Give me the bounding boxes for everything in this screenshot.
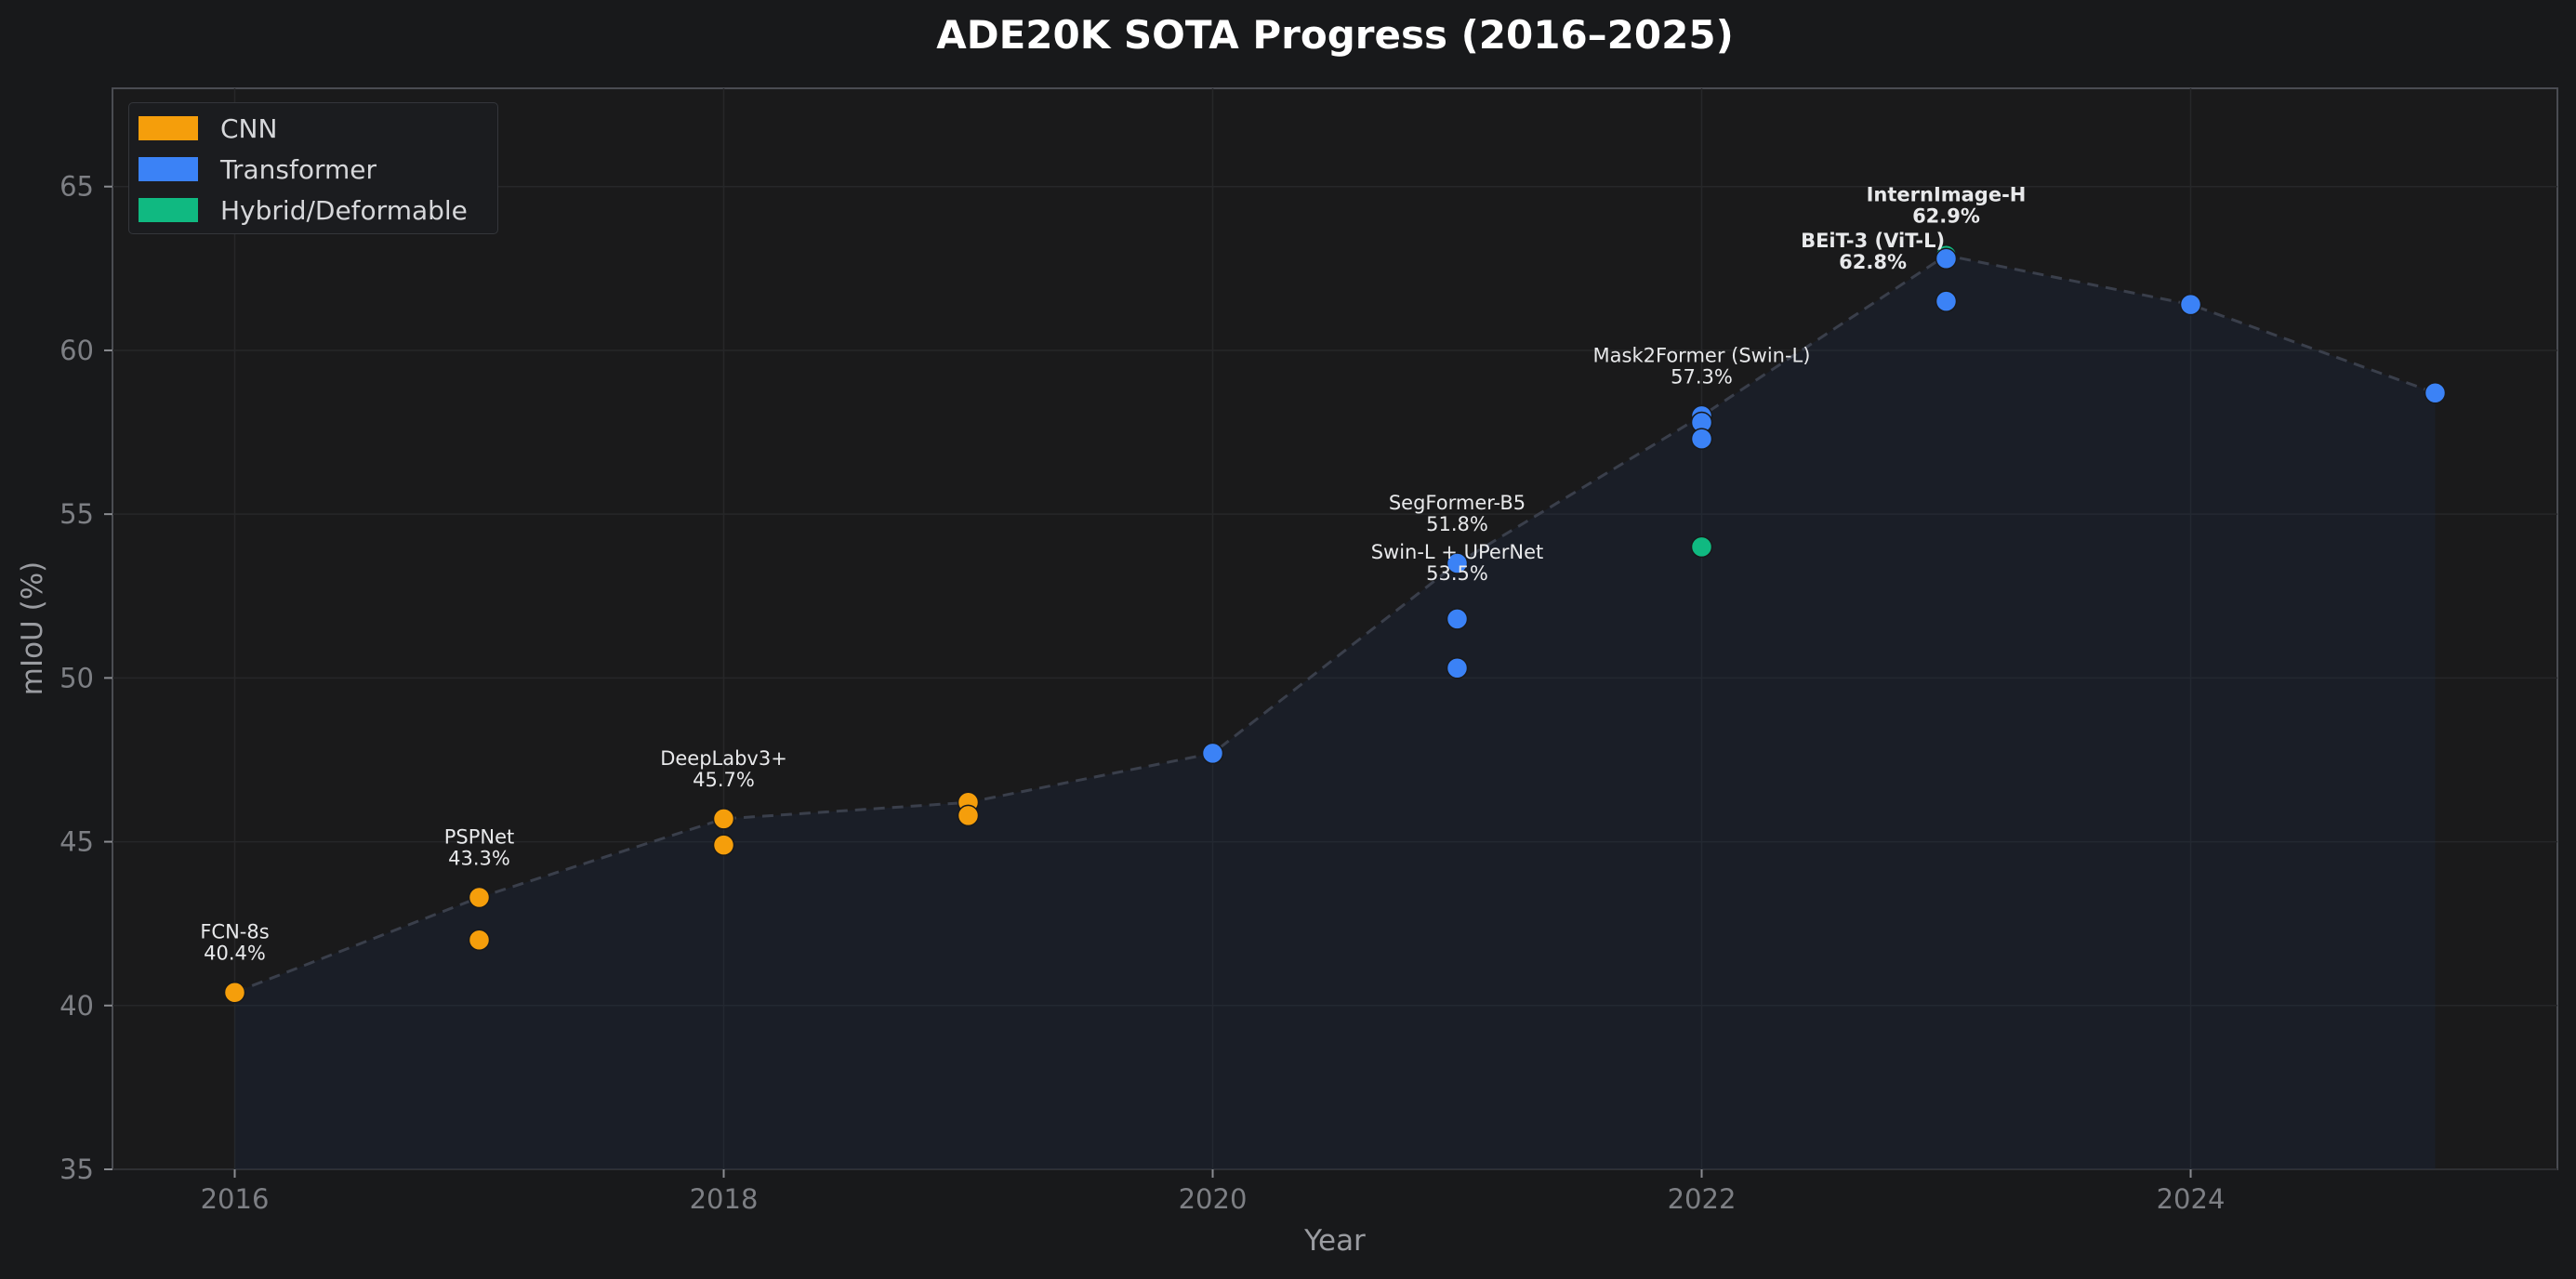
axis-ticks: 2016 2018 2020 2022 2024 35 40 45 50 55 60 65 <box>59 171 2225 1215</box>
plot-area <box>112 87 2558 1170</box>
legend: CNN Transformer Hybrid/Deformable <box>128 102 498 234</box>
annotation-value: 57.3% <box>1671 365 1733 388</box>
y-tick-label: 35 <box>59 1154 94 1185</box>
point-transformer <box>1935 247 1958 270</box>
legend-item-cnn: CNN <box>139 112 278 144</box>
point-transformer <box>1935 290 1958 312</box>
annotation-value: 43.3% <box>448 847 510 869</box>
annotation-model-name: BEiT-3 (ViT-L) <box>1801 230 1945 252</box>
sota-area-fill <box>234 255 2436 1170</box>
y-tick-label: 40 <box>59 990 94 1022</box>
legend-swatch-cnn <box>139 116 198 140</box>
data-points <box>223 244 2447 1004</box>
point-transformer <box>1446 608 1469 630</box>
point-transformer <box>1446 552 1469 574</box>
x-tick-label: 2024 <box>2157 1183 2226 1215</box>
annotation-value: 40.4% <box>204 943 266 965</box>
annotation-label: DeepLabv3+ 45.7% <box>660 747 787 791</box>
point-transformer <box>1201 742 1224 765</box>
point-cnn <box>957 804 980 827</box>
annotation-label: SegFormer-B5 51.8% <box>1389 492 1526 535</box>
sota-dashed-line <box>233 254 2437 995</box>
x-tick-label: 2022 <box>1668 1183 1737 1215</box>
annotation-value: 51.8% <box>1426 513 1488 535</box>
y-tick-label: 50 <box>59 662 94 693</box>
point-cnn <box>468 929 491 952</box>
legend-item-hybrid: Hybrid/Deformable <box>139 194 468 226</box>
point-hybrid-deformable <box>1690 535 1713 559</box>
legend-label-transformer: Transformer <box>220 153 377 185</box>
annotation-model-name: Swin-L + UPerNet <box>1371 541 1544 563</box>
point-cnn <box>223 981 246 1004</box>
point-cnn <box>712 834 735 856</box>
point-cnn <box>712 808 735 830</box>
chart-title: ADE20K SOTA Progress (2016–2025) <box>936 12 1734 58</box>
y-tick-label: 65 <box>59 171 94 203</box>
y-tick-label: 55 <box>59 498 94 530</box>
annotation-value: 45.7% <box>693 769 755 791</box>
x-tick-label: 2018 <box>690 1183 759 1215</box>
point-cnn <box>468 886 491 909</box>
legend-item-transformer: Transformer <box>139 153 377 185</box>
annotation-label: FCN-8s 40.4% <box>200 921 269 965</box>
annotation-model-name: PSPNet <box>444 825 515 848</box>
legend-swatch-transformer <box>139 157 198 181</box>
annotation-value: 62.9% <box>1912 205 1980 228</box>
legend-label-hybrid: Hybrid/Deformable <box>220 194 468 226</box>
y-tick-label: 45 <box>59 826 94 858</box>
x-tick-label: 2020 <box>1179 1183 1248 1215</box>
y-tick-label: 60 <box>59 335 94 366</box>
annotation-label: InternImage-H 62.9% <box>1867 184 2027 228</box>
sota-area <box>234 255 2436 1170</box>
annotation-model-name: DeepLabv3+ <box>660 747 787 770</box>
annotation-value: 62.8% <box>1839 251 1907 273</box>
legend-label-cnn: CNN <box>220 112 278 144</box>
annotation-model-name: InternImage-H <box>1867 184 2027 206</box>
annotation-label: PSPNet 43.3% <box>444 825 515 869</box>
x-axis-label: Year <box>1303 1224 1366 1258</box>
point-transformer <box>2179 293 2202 316</box>
annotation-value: 53.5% <box>1426 562 1488 585</box>
annotation-model-name: SegFormer-B5 <box>1389 492 1526 514</box>
point-transformer <box>1446 657 1469 679</box>
y-axis-label: mIoU (%) <box>16 561 49 696</box>
annotation-model-name: FCN-8s <box>200 921 269 943</box>
point-transformer <box>1690 428 1713 450</box>
annotation-label: BEiT-3 (ViT-L) 62.8% <box>1801 230 1945 273</box>
annotation-label: Swin-L + UPerNet 53.5% <box>1371 541 1544 585</box>
sota-line <box>233 254 2437 995</box>
legend-swatch-hybrid <box>139 198 198 222</box>
point-transformer <box>2424 382 2447 404</box>
annotation-label: Mask2Former (Swin-L) 57.3% <box>1593 344 1811 388</box>
annotation-model-name: Mask2Former (Swin-L) <box>1593 344 1811 366</box>
annotations: FCN-8s 40.4% PSPNet 43.3% DeepLabv3+ 45.7% Seg… <box>200 184 2026 965</box>
x-tick-label: 2016 <box>201 1183 270 1215</box>
